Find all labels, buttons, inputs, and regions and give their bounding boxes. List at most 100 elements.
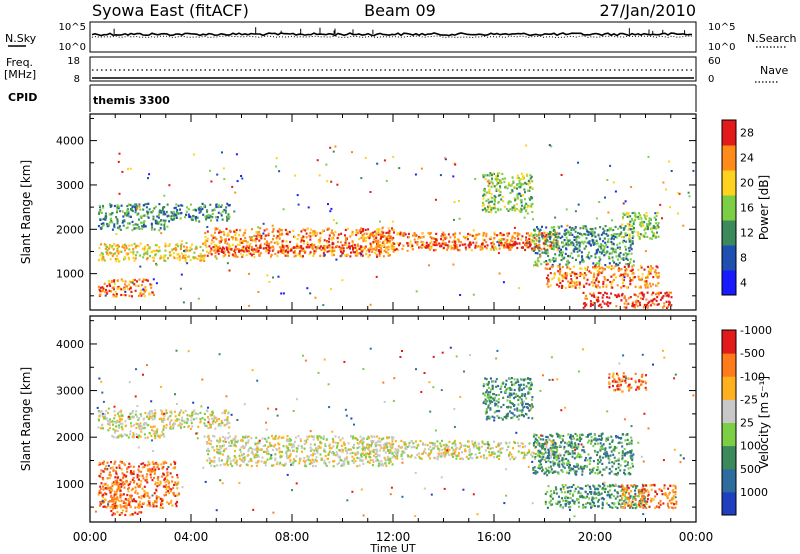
echo-cell [597,273,600,276]
echo-cell [598,201,601,203]
echo-cell [631,304,634,308]
echo-cell [156,481,159,485]
echo-cell [282,292,285,295]
echo-cell [307,206,310,209]
echo-cell [554,235,557,238]
echo-cell [419,440,422,443]
echo-cell [101,252,104,256]
echo-cell [115,497,118,500]
echo-cell [272,234,275,237]
echo-cell [255,250,258,253]
echo-cell [104,291,107,294]
echo-cell [631,242,634,245]
echo-cell [654,269,657,272]
echo-cell [504,441,507,444]
echo-cell [339,459,342,462]
echo-cell [523,216,526,219]
echo-cell [386,239,389,242]
echo-cell [428,457,431,460]
echo-cell [593,242,596,245]
echo-cell [347,462,350,465]
echo-cell [319,254,322,257]
echo-cell [233,210,236,213]
echo-cell [151,467,154,470]
echo-cell [389,235,392,238]
colorbar-tick-label: 28 [740,127,754,140]
echo-cell [644,250,647,253]
echo-cell [662,181,665,184]
echo-cell [221,421,224,425]
echo-cell [98,474,101,478]
echo-cell [163,435,166,438]
echo-cell [142,495,145,498]
echo-cell [444,244,447,247]
echo-cell [605,292,608,295]
echo-cell [179,217,182,220]
echo-cell [538,232,541,235]
echo-cell [383,243,386,246]
echo-cell [569,267,572,271]
echo-cell [228,444,231,448]
echo-cell [326,240,328,243]
echo-cell [172,427,175,430]
echo-cell [650,237,653,240]
echo-cell [228,441,230,444]
echo-cell [135,433,138,436]
echo-cell [229,444,232,447]
echo-cell [346,461,349,464]
echo-cell [131,513,134,516]
echo-cell [592,243,595,246]
echo-cell [332,232,335,235]
echo-cell [614,265,617,268]
echo-cell [516,174,519,177]
echo-cell [111,211,114,215]
echo-cell [576,235,579,238]
echo-cell [647,226,649,229]
echo-cell [281,240,284,243]
echo-cell [626,253,629,256]
echo-cell [250,246,253,249]
echo-cell [242,444,245,448]
echo-cell [377,241,380,244]
echo-cell [154,205,157,208]
echo-cell [109,258,112,261]
echo-cell [231,243,234,246]
echo-cell [126,285,128,288]
echo-cell [578,274,581,277]
echo-cell [324,450,327,453]
echo-cell [226,464,229,467]
echo-cell [627,263,630,266]
echo-cell [99,254,102,257]
echo-cell [121,221,124,224]
echo-cell [593,294,595,297]
echo-cell [583,285,586,288]
echo-cell [211,216,214,219]
echo-cell [670,170,673,172]
echo-cell [122,476,125,480]
echo-cell [97,426,100,429]
echo-cell [561,241,563,244]
echo-cell [392,250,395,253]
echo-cell [297,253,300,256]
echo-cell [162,462,165,465]
echo-cell [491,197,494,200]
echo-cell [374,230,377,233]
echo-cell [127,212,130,215]
echo-cell [124,249,126,252]
echo-cell [224,436,227,439]
echo-cell [187,425,190,428]
echo-cell [205,215,208,218]
echo-cell [187,208,190,211]
echo-cell [383,249,386,252]
echo-cell [658,275,660,278]
echo-cell [551,258,554,261]
echo-cell [379,246,382,250]
echo-cell [173,483,176,486]
echo-cell [181,419,184,422]
echo-cell [627,252,630,255]
echo-cell [391,438,394,441]
echo-cell [417,443,420,446]
echo-cell [112,499,115,502]
echo-cell [593,295,596,298]
echo-cell [322,252,325,255]
